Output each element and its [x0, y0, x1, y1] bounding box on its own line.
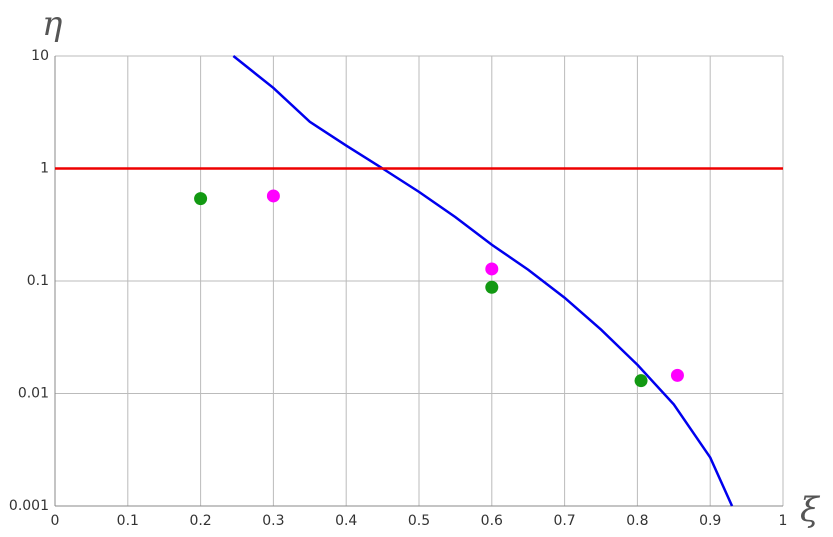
y-axis-title: η	[42, 4, 63, 44]
y-tick-label: 0.1	[27, 273, 49, 289]
y-tick-label: 0.001	[9, 498, 49, 514]
point	[266, 189, 280, 203]
x-axis-title: ξ	[800, 490, 821, 530]
point	[485, 280, 499, 294]
x-tick-label: 0.2	[189, 513, 211, 529]
point	[634, 374, 648, 388]
x-tick-label: 0.3	[262, 513, 284, 529]
x-tick-label: 0.7	[553, 513, 575, 529]
y-tick-label: 0.01	[18, 386, 49, 402]
x-tick-label: 0.1	[117, 513, 139, 529]
x-tick-label: 0.9	[699, 513, 721, 529]
point	[485, 262, 499, 276]
point	[194, 192, 208, 206]
y-tick-label: 1	[40, 161, 49, 177]
x-tick-label: 0.4	[335, 513, 357, 529]
x-tick-label: 1	[779, 513, 788, 529]
x-tick-label: 0.8	[626, 513, 648, 529]
curve	[232, 55, 734, 507]
y-tick-label: 10	[31, 48, 49, 64]
x-tick-label: 0.5	[408, 513, 430, 529]
point	[670, 368, 684, 382]
x-tick-label: 0.6	[481, 513, 503, 529]
x-tick-label: 0	[51, 513, 60, 529]
